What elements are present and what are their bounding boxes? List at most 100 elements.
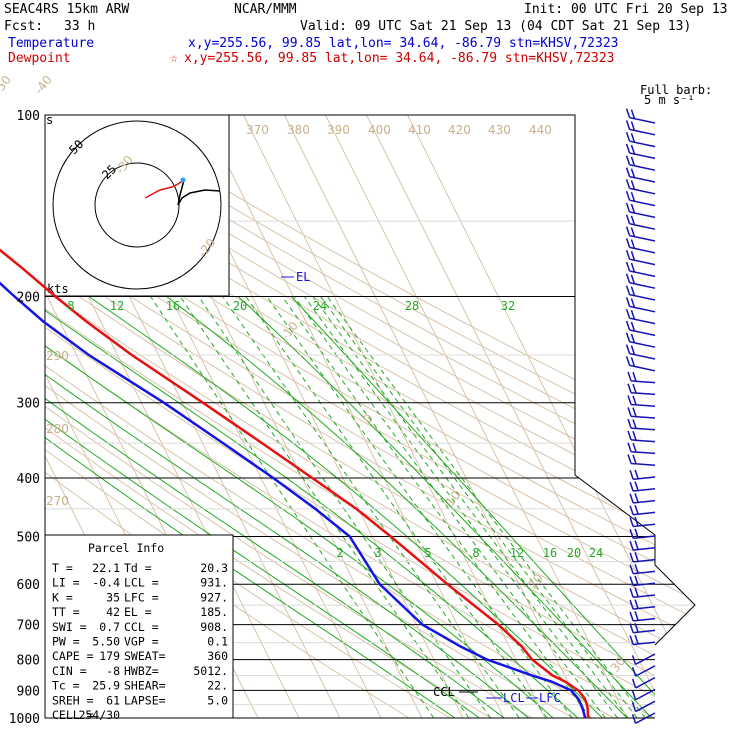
wind-barb-shaft <box>631 439 656 443</box>
wind-barb-shaft <box>629 211 656 219</box>
wind-barb-shaft <box>629 199 656 207</box>
parcel-info-cell: PW = <box>52 635 80 649</box>
wind-barb-shaft <box>629 329 656 337</box>
parcel-info-cell: SHEAR= <box>124 679 166 693</box>
dry-adiabat-label: 290 <box>46 349 69 363</box>
wind-barb-shaft <box>633 629 656 634</box>
parcel-info-cell: LI = <box>52 576 80 590</box>
wind-barb-shaft <box>631 450 656 455</box>
wind-barb <box>625 297 656 313</box>
wind-barb-flag <box>625 238 631 248</box>
temperature-profile-line <box>0 248 590 719</box>
wind-barb-flag <box>625 285 631 295</box>
parcel-info-cell: CELL = <box>52 708 94 722</box>
isotherm-line <box>325 115 628 718</box>
wind-barb-shaft <box>631 391 656 396</box>
wind-barb <box>627 395 656 407</box>
wind-barb <box>631 653 656 665</box>
dry-adiabat-line <box>79 115 695 718</box>
wind-barb <box>625 108 656 124</box>
wind-barb-flag <box>630 309 636 320</box>
wind-barb-shaft <box>633 582 656 587</box>
mixing-ratio-label: 24 <box>313 299 327 313</box>
fcst-value: 33 h <box>64 19 95 34</box>
wind-barb <box>631 676 656 689</box>
mixing-ratio-label: 28 <box>405 299 419 313</box>
wind-barb-flag <box>625 308 631 319</box>
wind-barb <box>629 540 656 551</box>
wind-barb <box>629 563 656 575</box>
pressure-label: 200 <box>17 291 40 306</box>
wind-barb-flag <box>632 395 637 406</box>
wind-barb-shaft <box>629 352 656 360</box>
wind-barb-shaft <box>633 499 656 504</box>
mixing-ratio-label: 12 <box>110 299 124 313</box>
mixing-ratio-line <box>303 296 618 718</box>
wind-barb-shaft <box>629 317 656 325</box>
parcel-info-cell: 908. <box>200 620 228 634</box>
wind-barbs <box>625 108 656 724</box>
wind-barb <box>631 665 656 677</box>
parcel-info-cell: 254/30 <box>78 708 120 722</box>
mixing-ratio-label: 2 <box>336 546 343 560</box>
wind-barb-flag <box>630 109 636 119</box>
wind-barb-flag <box>625 273 631 284</box>
wind-barb-flag <box>629 611 634 622</box>
wind-barb-legend: Full barb: 5 m s⁻¹ <box>640 83 712 107</box>
isotherm-line <box>202 115 505 718</box>
pressure-label: 1000 <box>9 712 40 727</box>
wind-barb-flag <box>625 155 631 166</box>
wind-barb-flag <box>625 143 631 154</box>
mixing-ratio-label: 20 <box>567 546 581 560</box>
barb-legend-units: 5 m s⁻¹ <box>644 93 695 107</box>
wind-barb-flag <box>629 552 634 563</box>
hodograph-trace-lower <box>144 179 185 199</box>
wind-barb-shaft <box>629 246 656 254</box>
wind-barb-shaft <box>629 282 656 289</box>
mixing-ratio-label: 12 <box>510 546 524 560</box>
isotherm-line <box>366 115 669 718</box>
mixing-ratio-line <box>293 296 606 718</box>
dry-adiabat-line <box>58 115 695 718</box>
dewpoint-station-info: x,y=255.56, 99.85 lat,lon= 34.64, -86.79… <box>184 51 614 66</box>
wind-barb-flag <box>634 540 639 550</box>
wind-barb-flag <box>634 634 639 645</box>
wind-barb-flag <box>630 250 636 261</box>
wind-barb-shaft <box>635 665 656 677</box>
dry-adiabat-label: 420 <box>448 123 471 137</box>
model-title: SEAC4RS 15km ARW <box>4 2 129 17</box>
wind-barb-flag <box>630 345 636 355</box>
mixing-ratio-line <box>281 296 592 718</box>
hodograph-trace-upper <box>177 179 221 206</box>
temperature-station-info: x,y=255.56, 99.85 lat,lon= 34.64, -86.79… <box>188 36 618 51</box>
wind-barb-shaft <box>629 152 656 160</box>
dry-adiabat-line <box>45 115 695 718</box>
wind-barb-shaft <box>633 617 656 622</box>
wind-barb-shaft <box>633 606 656 610</box>
wind-barb <box>629 552 656 563</box>
mixing-ratio-label: 8 <box>472 546 479 560</box>
dry-adiabat-line <box>45 115 695 718</box>
wind-barb-flag <box>634 575 639 586</box>
wind-barb <box>629 599 656 610</box>
fcst-label: Fcst: <box>4 19 43 34</box>
wind-barb-flag <box>630 321 636 332</box>
mixing-ratio-line <box>320 296 638 718</box>
wind-barb <box>625 356 656 372</box>
mixing-ratio-line <box>312 296 629 718</box>
wind-barb-shaft <box>633 476 656 481</box>
wind-barb-flag <box>631 666 637 677</box>
wind-barb-flag <box>630 274 636 285</box>
wind-barb-flag <box>634 552 639 562</box>
lcl-label: LCL <box>503 691 525 705</box>
wind-barb-flag <box>631 702 637 712</box>
wind-barb-flag <box>630 180 636 190</box>
pressure-label: 300 <box>17 397 40 412</box>
wind-barb <box>625 120 656 136</box>
wind-barb-shaft <box>629 270 656 278</box>
wind-barb-shaft <box>629 305 656 313</box>
wind-barb <box>625 249 656 266</box>
pressure-label: 400 <box>17 472 40 487</box>
wind-barb-shaft <box>633 488 656 492</box>
